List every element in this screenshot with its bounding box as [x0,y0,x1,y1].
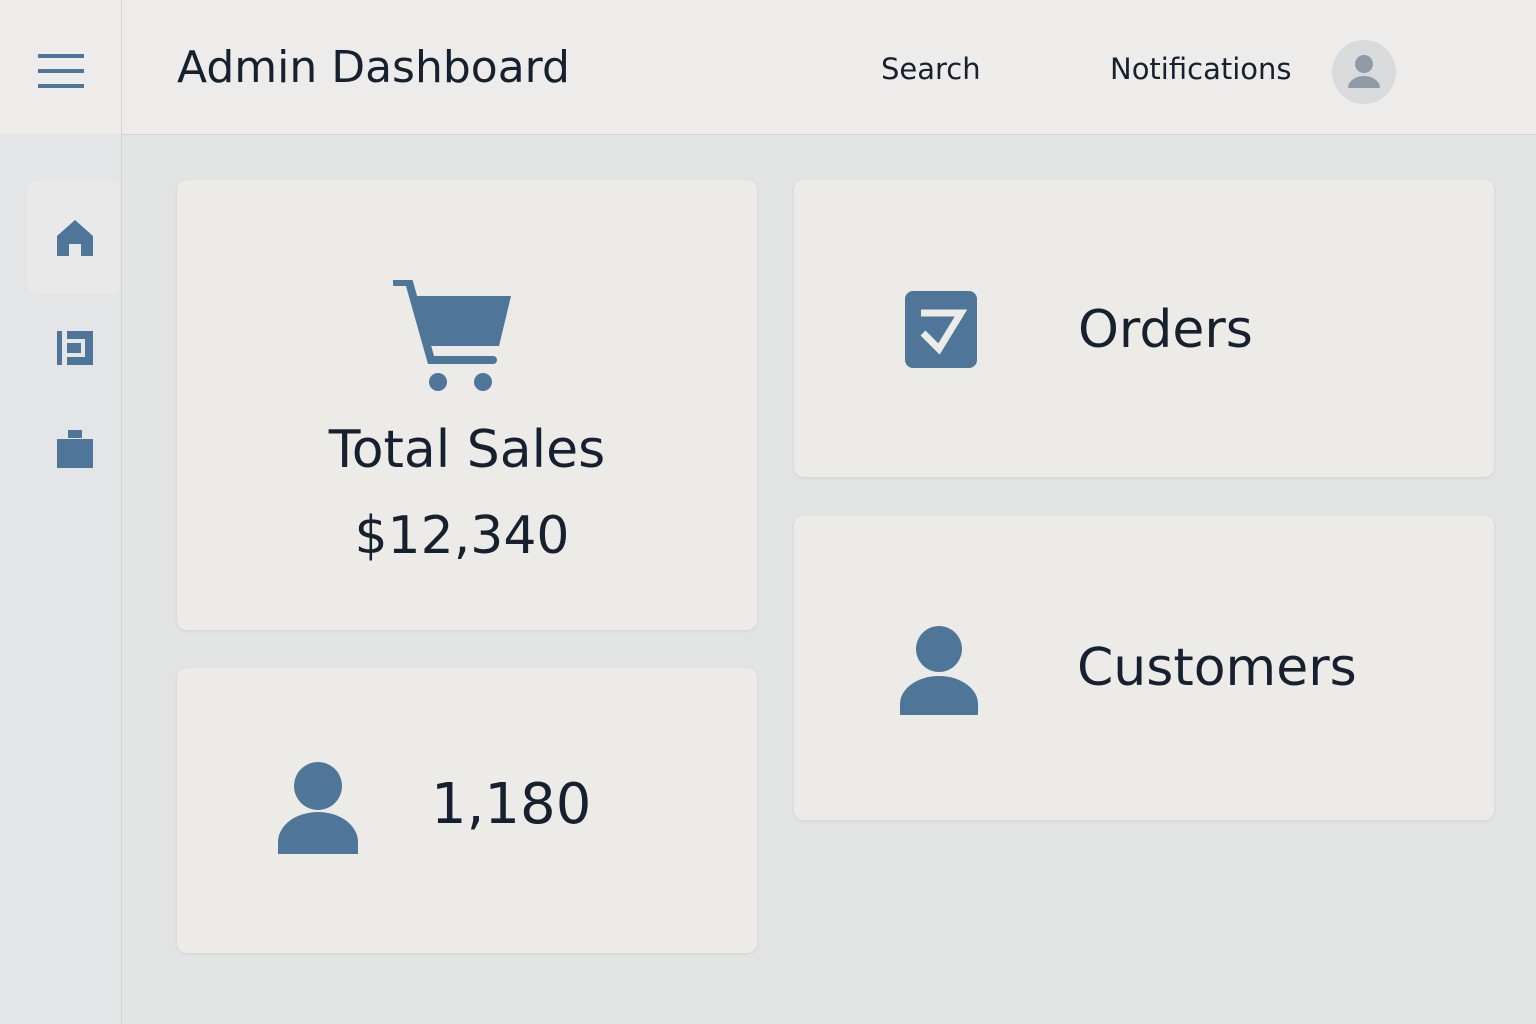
sidebar [0,134,122,1024]
menu-button[interactable] [38,52,84,90]
briefcase-icon[interactable] [57,430,93,468]
card-value: 1,180 [431,772,592,837]
reports-icon[interactable] [57,331,93,365]
notifications-link[interactable]: Notifications [1110,52,1292,86]
customers-card[interactable]: Customers [794,516,1494,820]
app-title: Admin Dashboard [177,42,570,93]
users-card[interactable]: 1,180 [177,668,757,953]
total-sales-card[interactable]: Total Sales $12,340 [177,180,757,630]
orders-icon [905,291,977,368]
avatar[interactable] [1332,40,1396,104]
orders-card[interactable]: Orders [794,180,1494,477]
top-bar: Admin Dashboard Search Notifications [0,0,1536,135]
card-label: Total Sales [328,420,606,480]
card-value: $12,340 [354,506,570,566]
card-label: Customers [1077,638,1357,698]
search-link[interactable]: Search [881,52,981,86]
cart-icon [393,280,511,391]
customer-icon [900,626,978,715]
divider [121,0,122,134]
user-icon [278,762,358,854]
card-label: Orders [1078,300,1253,360]
home-icon[interactable] [56,218,94,258]
